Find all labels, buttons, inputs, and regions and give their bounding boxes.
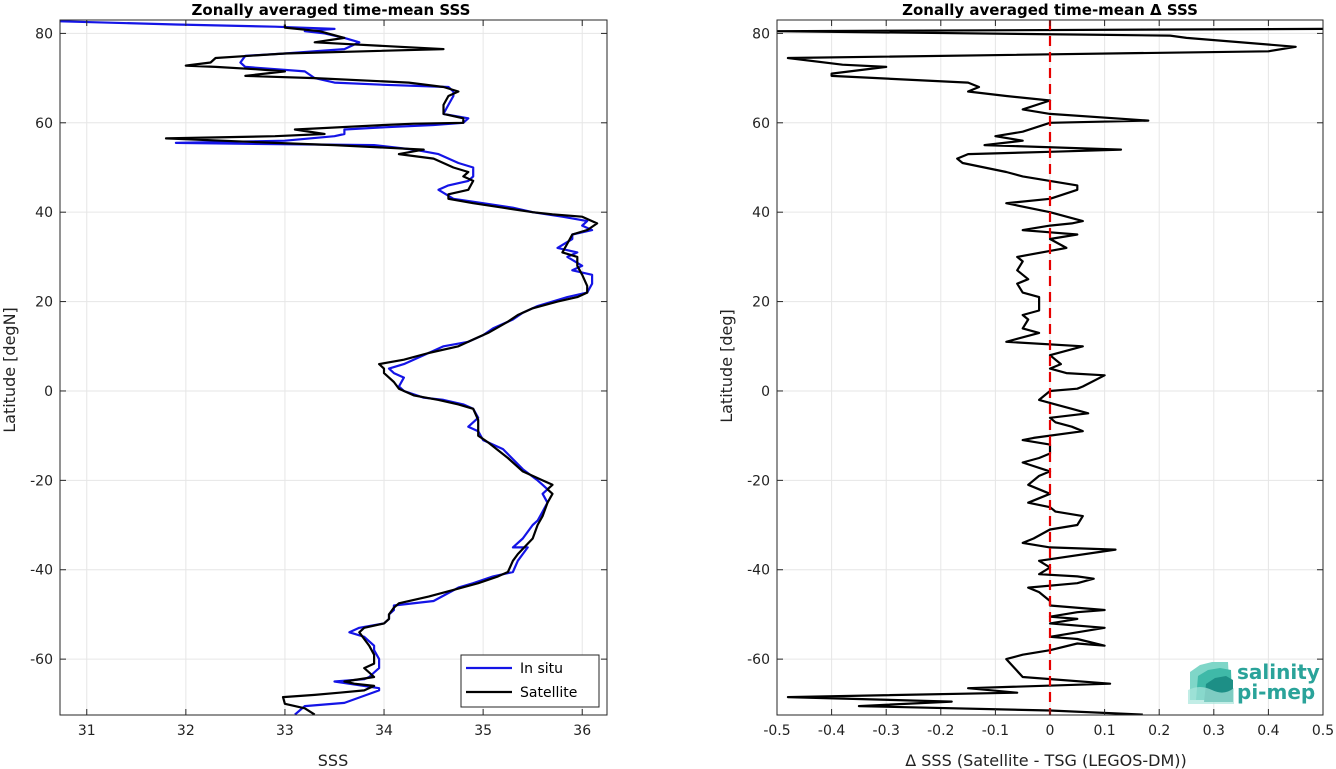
x-tick-label: -0.4	[818, 723, 845, 739]
y-tick-label: -40	[30, 563, 53, 579]
x-tick-label: -0.5	[763, 723, 790, 739]
y-tick-label: 20	[35, 295, 53, 311]
x-tick-label: -0.1	[982, 723, 1009, 739]
x-tick-label: 31	[78, 723, 96, 739]
y-tick-label: -40	[747, 563, 770, 579]
y-tick-label: 40	[35, 205, 53, 221]
logo-line-2: pi-mep	[1237, 680, 1315, 704]
x-tick-label: 0.2	[1148, 723, 1170, 739]
delta-sss-panel: -0.5 -0.4 -0.3 -0.2 -0.1 0 0.1 0.2 0.3 0.4 0.5 -60 -…	[717, 1, 1334, 769]
series-group	[777, 20, 1323, 715]
x-tick-label: 0.4	[1257, 723, 1279, 739]
x-tick-label: 35	[474, 723, 492, 739]
y-tick-label: 0	[44, 384, 53, 400]
y-axis-label: Latitude [deg]	[717, 309, 736, 423]
x-tick-label: 0.5	[1312, 723, 1334, 739]
y-tick-label: 80	[35, 26, 53, 42]
y-tick-label: -20	[30, 473, 53, 489]
y-axis-label: Latitude [degN]	[0, 307, 19, 433]
y-tick-label: -20	[747, 473, 770, 489]
series-line-0	[777, 27, 1323, 715]
y-tick-label: 60	[35, 116, 53, 132]
wave-logo-icon	[1188, 662, 1234, 704]
x-tick-label: 0.3	[1203, 723, 1225, 739]
legend-box	[460, 654, 600, 708]
sss-profile-panel: 31 32 33 34 35 36 -60 -40 -20 0 20 40 60 80 Zonally a…	[0, 1, 608, 769]
x-tick-label: 0.1	[1093, 723, 1115, 739]
chart-title: Zonally averaged time-mean Δ SSS	[902, 1, 1198, 19]
x-tick-label: 0	[1046, 723, 1055, 739]
y-tick-label: -60	[747, 652, 770, 668]
y-tick-label: 60	[752, 116, 770, 132]
y-tick-label: 40	[752, 205, 770, 221]
tick-labels: -0.5 -0.4 -0.3 -0.2 -0.1 0 0.1 0.2 0.3 0.4 0.5 -60 -…	[747, 20, 1334, 739]
y-tick-label: 80	[752, 26, 770, 42]
x-tick-label: -0.3	[873, 723, 900, 739]
legend-label-satellite: Satellite	[520, 685, 577, 701]
logo-line-1: salinity	[1237, 660, 1320, 684]
plot-area	[60, 20, 607, 715]
x-tick-label: -0.2	[927, 723, 954, 739]
x-axis-label: SSS	[318, 751, 348, 769]
series-satellite	[164, 24, 599, 715]
y-tick-label: 0	[761, 384, 770, 400]
x-tick-label: 36	[573, 723, 591, 739]
y-tick-label: -60	[30, 652, 53, 668]
y-tick-label: 20	[752, 295, 770, 311]
x-axis-label: Δ SSS (Satellite - TSG (LEGOS-DM))	[905, 751, 1187, 769]
x-tick-label: 34	[375, 723, 393, 739]
legend-label-in-situ: In situ	[520, 661, 563, 677]
x-tick-label: 32	[177, 723, 195, 739]
series-group	[60, 20, 599, 715]
pi-mep-logo: salinity pi-mep	[1188, 660, 1320, 704]
tick-labels: 31 32 33 34 35 36 -60 -40 -20 0 20 40 60 80	[30, 20, 607, 739]
x-tick-label: 33	[276, 723, 294, 739]
chart-title: Zonally averaged time-mean SSS	[192, 1, 471, 19]
legend: In situ Satellite	[460, 654, 600, 708]
grid-lines	[60, 20, 607, 715]
axes-box	[59, 19, 608, 716]
